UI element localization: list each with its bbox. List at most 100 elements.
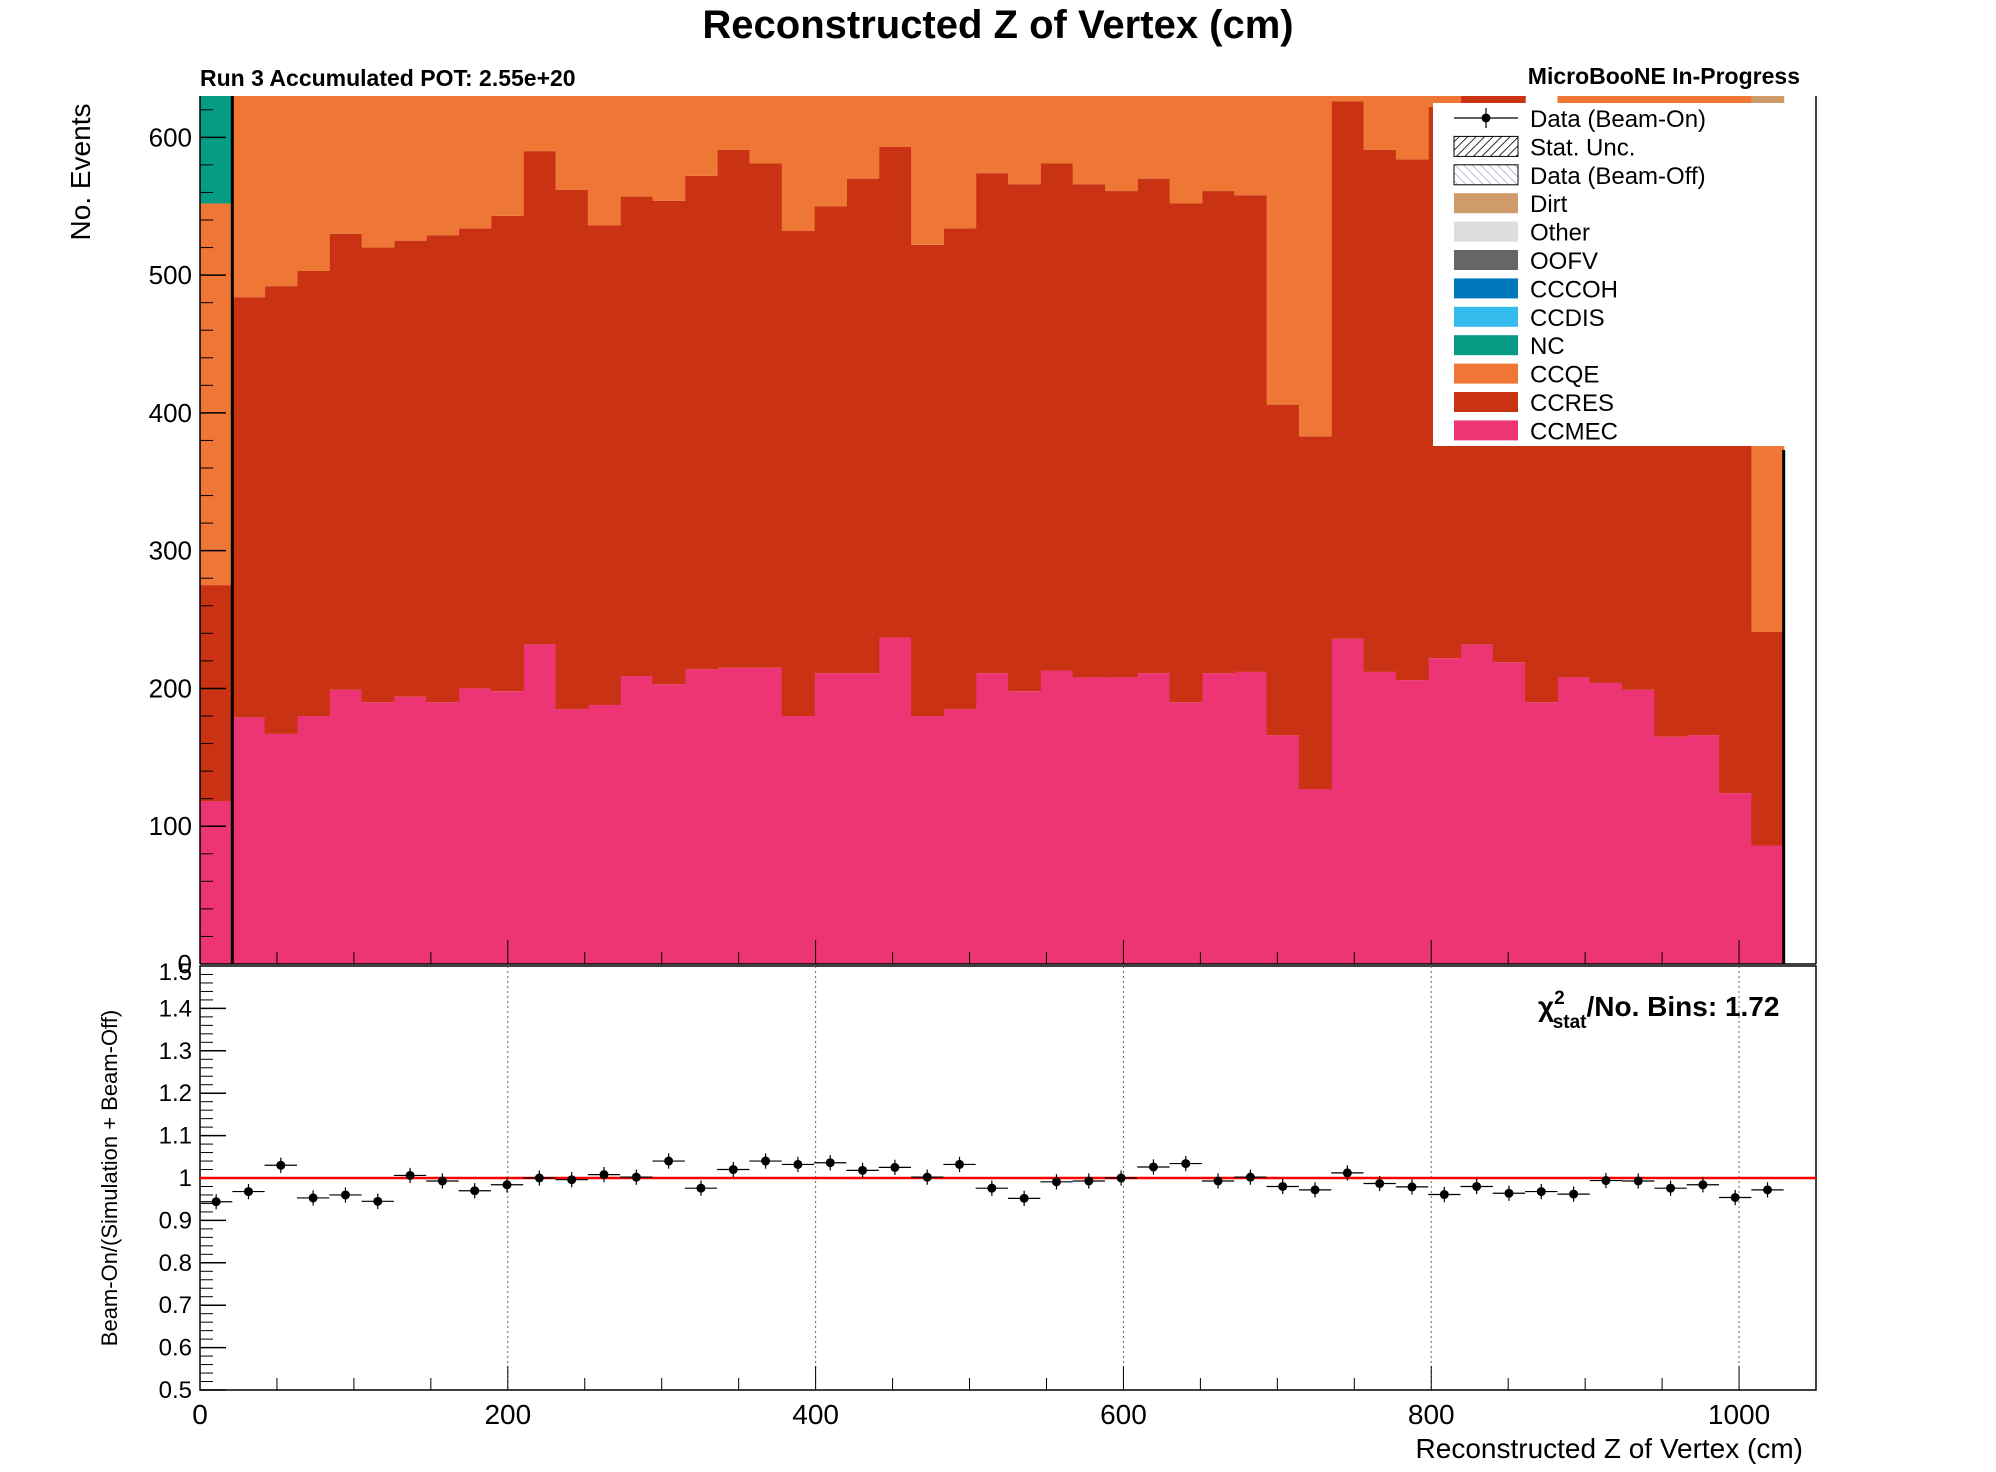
legend-swatch-other bbox=[1454, 221, 1518, 242]
top-x-axis-ticks bbox=[199, 940, 1817, 964]
bar-ccqe-29 bbox=[1137, 96, 1171, 179]
ratio-y-top-label: 1.5 bbox=[159, 959, 192, 986]
event-histogram-panel: 100 200 300 400 500 600 0 No. Events Data (Bea… bbox=[65, 96, 1817, 979]
bar-ccres-22 bbox=[911, 244, 944, 717]
top-y-axis-label: No. Events bbox=[65, 104, 96, 241]
legend: Data (Beam-On)Stat. Unc.Data (Beam-Off)D… bbox=[1433, 103, 1808, 446]
bar-ccqe-22 bbox=[911, 96, 944, 245]
bar-ccqe-38 bbox=[1428, 96, 1462, 108]
ratio-point bbox=[1633, 1176, 1643, 1186]
ratio-point bbox=[1601, 1176, 1611, 1186]
bar-ccqe-30 bbox=[1169, 96, 1203, 204]
bar-ccqe-10 bbox=[523, 96, 557, 152]
bar-ccmec-37 bbox=[1395, 680, 1429, 964]
bar-ccres-6 bbox=[393, 240, 427, 697]
bar-ccqe-23 bbox=[943, 96, 977, 229]
bar-ccmec-29 bbox=[1137, 673, 1171, 964]
legend-label-ccmec: CCMEC bbox=[1530, 418, 1618, 445]
ratio-point bbox=[599, 1170, 609, 1180]
bar-ccmec-40 bbox=[1492, 662, 1526, 964]
ratio-point bbox=[1181, 1159, 1191, 1169]
bar-ccres-2 bbox=[264, 286, 298, 734]
ratio-x-tick-label: 600 bbox=[1100, 1399, 1147, 1430]
bar-ccres-15 bbox=[684, 175, 718, 670]
ratio-point bbox=[1730, 1193, 1740, 1203]
bar-ccres-31 bbox=[1201, 191, 1235, 674]
bar-ccqe-20 bbox=[846, 96, 880, 179]
bar-ccqe-25 bbox=[1008, 96, 1041, 185]
bar-ccqe-5 bbox=[361, 96, 395, 248]
ratio-point bbox=[1407, 1182, 1417, 1192]
bar-ccres-36 bbox=[1363, 149, 1397, 672]
ratio-point bbox=[1472, 1181, 1482, 1191]
ratio-y-tick-label: 1 bbox=[179, 1165, 192, 1192]
ratio-point bbox=[1213, 1176, 1223, 1186]
chi2-annotation: χ2 stat/No. Bins: 1.72 bbox=[1538, 988, 1779, 1033]
bar-ccqe-35 bbox=[1331, 96, 1365, 102]
bar-ccqe-12 bbox=[587, 96, 621, 226]
ratio-point bbox=[1084, 1176, 1094, 1186]
bar-ccmec-16 bbox=[717, 667, 751, 964]
ratio-y-tick-label: 1.4 bbox=[159, 995, 192, 1022]
ratio-y-tick-label: 1.3 bbox=[159, 1038, 192, 1065]
bar-ccmec-34 bbox=[1298, 789, 1332, 964]
bar-ccres-29 bbox=[1137, 178, 1171, 674]
bar-ccmec-32 bbox=[1234, 671, 1268, 964]
ratio-point bbox=[858, 1165, 868, 1175]
bar-ccmec-48 bbox=[1751, 845, 1785, 964]
bar-ccres-20 bbox=[846, 178, 880, 674]
bar-ccres-23 bbox=[943, 228, 977, 710]
bar-ccres-4 bbox=[329, 233, 363, 690]
bar-ccres-32 bbox=[1234, 195, 1268, 672]
bar-ccres-12 bbox=[587, 225, 621, 705]
legend-entries: Data (Beam-On)Stat. Unc.Data (Beam-Off)D… bbox=[1453, 106, 1706, 445]
bar-ccmec-36 bbox=[1363, 671, 1397, 964]
bar-ccmec-42 bbox=[1557, 677, 1591, 964]
ratio-point bbox=[922, 1172, 932, 1182]
bar-ccqe-36 bbox=[1363, 96, 1397, 150]
ratio-point bbox=[373, 1196, 383, 1206]
ratio-point bbox=[437, 1176, 447, 1186]
legend-swatch-nc bbox=[1454, 335, 1518, 356]
ratio-point bbox=[631, 1172, 641, 1182]
bar-ccqe-15 bbox=[684, 96, 718, 176]
bar-ccres-19 bbox=[814, 206, 847, 674]
ratio-y-tick-label: 0.7 bbox=[159, 1292, 192, 1319]
ratio-point bbox=[664, 1156, 674, 1166]
bar-ccqe-13 bbox=[620, 96, 654, 197]
bar-ccqe-16 bbox=[717, 96, 751, 150]
bar-nc-0 bbox=[200, 96, 233, 204]
bar-ccres-11 bbox=[555, 189, 589, 710]
bar-ccmec-25 bbox=[1008, 691, 1041, 964]
bar-ccmec-18 bbox=[781, 716, 815, 964]
bar-ccqe-11 bbox=[555, 96, 589, 190]
legend-label-stat-unc: Stat. Unc. bbox=[1530, 134, 1635, 161]
bar-ccqe-26 bbox=[1040, 96, 1074, 164]
bar-ccres-21 bbox=[878, 146, 912, 638]
bar-ccmec-21 bbox=[878, 637, 912, 964]
legend-swatch-oofv bbox=[1454, 250, 1518, 270]
legend-swatch-ccres bbox=[1454, 392, 1518, 412]
bar-ccmec-24 bbox=[975, 673, 1009, 964]
ratio-point bbox=[308, 1193, 318, 1203]
bar-ccmec-38 bbox=[1428, 658, 1462, 964]
bar-ccres-5 bbox=[361, 247, 395, 703]
legend-label-ccres: CCRES bbox=[1530, 390, 1614, 417]
bar-ccqe-17 bbox=[749, 96, 783, 164]
bar-ccqe-8 bbox=[458, 96, 492, 229]
bar-ccres-25 bbox=[1008, 184, 1041, 692]
ratio-point bbox=[1763, 1185, 1773, 1195]
bar-ccres-14 bbox=[652, 200, 686, 685]
bar-ccres-26 bbox=[1040, 163, 1074, 671]
bar-ccmec-10 bbox=[523, 644, 557, 964]
bar-ccqe-7 bbox=[426, 96, 460, 236]
bar-ccqe-24 bbox=[975, 96, 1009, 174]
top-y-tick-label: 200 bbox=[149, 673, 192, 703]
bar-ccres-0 bbox=[200, 585, 233, 802]
legend-swatch-ccqe bbox=[1454, 363, 1518, 384]
bar-ccres-34 bbox=[1298, 436, 1332, 790]
legend-box bbox=[1433, 103, 1808, 446]
bar-ccmec-5 bbox=[361, 702, 395, 964]
bar-ccmec-13 bbox=[620, 676, 654, 964]
ratio-point bbox=[1569, 1189, 1579, 1199]
